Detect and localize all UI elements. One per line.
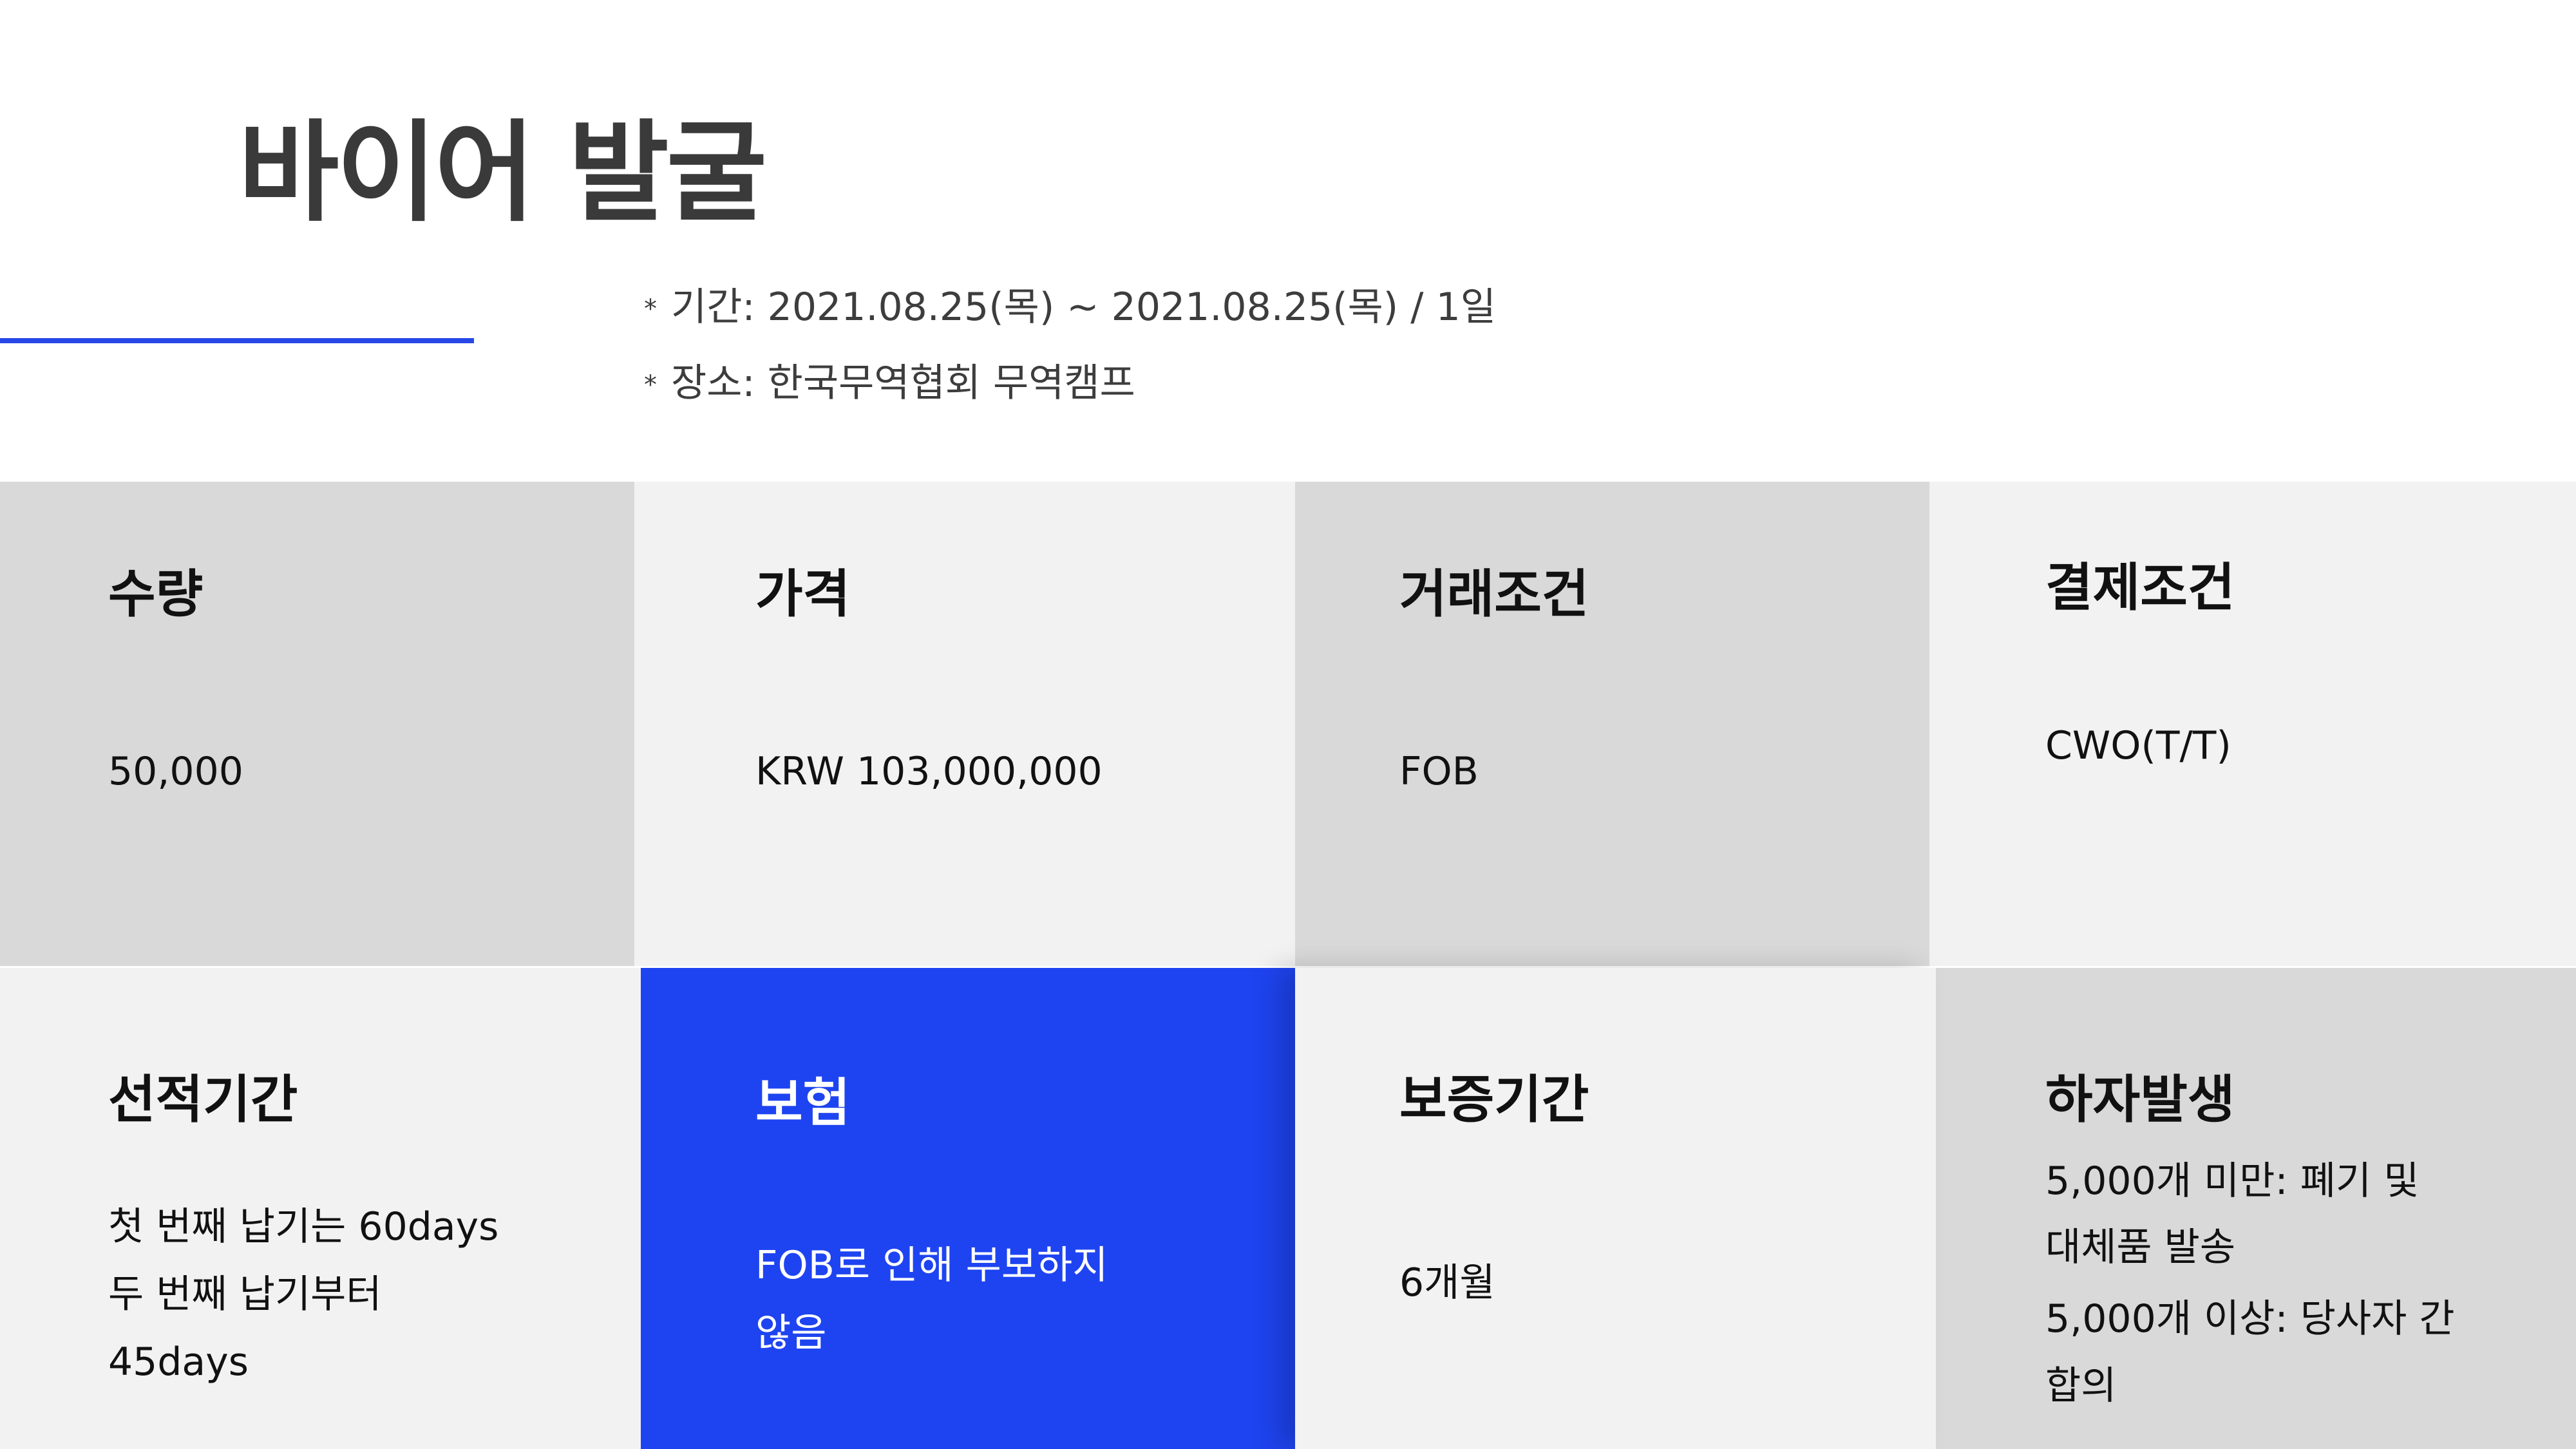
- card-value: 50,000: [108, 749, 243, 794]
- card-value: CWO(T/T): [2045, 723, 2231, 768]
- card-value-line: 첫 번째 납기는 60days: [108, 1204, 499, 1249]
- card-trade-terms: 거래조건 FOB: [1295, 482, 1929, 966]
- card-title: 수량: [108, 564, 204, 624]
- card-title: 보증기간: [1399, 1070, 1589, 1130]
- card-shipping-period: 선적기간 첫 번째 납기는 60days 두 번째 납기부터 45days: [0, 968, 641, 1449]
- period-text: 기간: 2021.08.25(목) ~ 2021.08.25(목) / 1일: [671, 285, 1496, 330]
- card-quantity: 수량 50,000: [0, 482, 634, 966]
- card-value: FOB: [1399, 749, 1479, 794]
- card-value: 5,000개 미만: 폐기 및 대체품 발송 5,000개 이상: 당사자 간 …: [2045, 1148, 2455, 1419]
- card-price: 가격 KRW 103,000,000: [634, 482, 1295, 966]
- card-title: 결제조건: [2045, 558, 2235, 618]
- card-value: FOB로 인해 부보하지 않음: [755, 1232, 1108, 1367]
- card-value: 첫 번째 납기는 60days 두 번째 납기부터 45days: [108, 1193, 498, 1396]
- card-value-line: 않음: [755, 1311, 827, 1356]
- card-value-line: FOB로 인해 부보하지: [755, 1243, 1108, 1288]
- card-value-line: 45days: [108, 1340, 249, 1385]
- meta-place: * 장소: 한국무역협회 무역캠프: [644, 352, 1135, 408]
- meta-period: * 기간: 2021.08.25(목) ~ 2021.08.25(목) / 1일: [644, 276, 1496, 332]
- card-title: 하자발생: [2045, 1070, 2235, 1130]
- card-value-line: 대체품 발송: [2045, 1225, 2236, 1271]
- card-title: 거래조건: [1399, 564, 1589, 624]
- bullet: *: [644, 370, 657, 401]
- card-value: 6개월: [1399, 1260, 1495, 1305]
- card-value: KRW 103,000,000: [755, 749, 1103, 794]
- card-value-line: 5,000개 이상: 당사자 간: [2045, 1296, 2455, 1342]
- card-title: 보험: [755, 1073, 851, 1133]
- card-value-line: 합의: [2045, 1363, 2117, 1408]
- card-value-line: 두 번째 납기부터: [108, 1272, 382, 1317]
- page-title: 바이어 발굴: [238, 109, 767, 237]
- card-warranty-period: 보증기간 6개월: [1295, 968, 1936, 1449]
- card-title: 선적기간: [108, 1070, 298, 1130]
- title-underline: [0, 338, 474, 343]
- card-value-line: 5,000개 미만: 폐기 및: [2045, 1159, 2420, 1204]
- bullet: *: [644, 294, 657, 325]
- card-payment-terms: 결제조건 CWO(T/T): [1929, 482, 2576, 966]
- card-defect: 하자발생 5,000개 미만: 폐기 및 대체품 발송 5,000개 이상: 당…: [1936, 968, 2576, 1449]
- card-insurance: 보험 FOB로 인해 부보하지 않음: [641, 968, 1295, 1449]
- card-title: 가격: [755, 564, 851, 624]
- place-text: 장소: 한국무역협회 무역캠프: [671, 361, 1135, 406]
